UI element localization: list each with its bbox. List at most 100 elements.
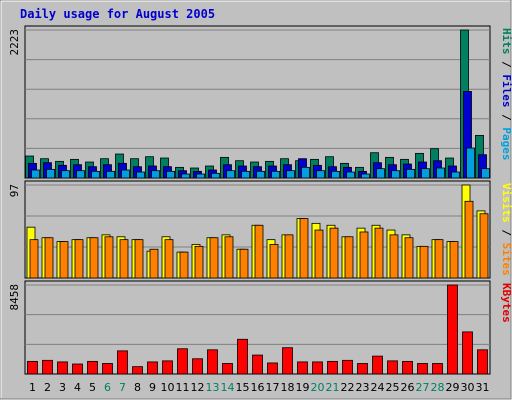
bar-top-pages-day-31: [481, 168, 490, 179]
bar-middle-sites-day-25: [389, 234, 399, 279]
bar-bottom-kbytes-day-14: [222, 363, 233, 375]
panel-top: 2223 Hits / Files / Pages: [8, 25, 512, 179]
bar-top-pages-day-10: [166, 170, 175, 179]
bar-top-pages-day-29: [451, 171, 460, 179]
bar-bottom-kbytes-day-2: [42, 359, 53, 375]
bar-middle-sites-day-30: [464, 200, 474, 279]
bar-top-pages-day-23: [361, 173, 370, 179]
x-tick-label-day-7: 7: [119, 381, 126, 394]
bar-bottom-kbytes-day-28: [432, 363, 443, 375]
bar-top-pages-day-11: [181, 173, 190, 179]
x-tick-label-day-22: 22: [341, 381, 355, 394]
bar-middle-sites-day-16: [254, 224, 264, 279]
bar-top-pages-day-21: [331, 170, 340, 179]
bar-bottom-kbytes-day-5: [87, 360, 98, 375]
bar-top-pages-day-17: [271, 170, 280, 179]
bar-middle-sites-day-6: [104, 236, 114, 279]
bar-bottom-kbytes-day-26: [402, 360, 413, 375]
x-tick-label-day-15: 15: [236, 381, 250, 394]
panel-bottom-legend: KBytes: [500, 283, 512, 323]
panel-top-plot-area: [24, 25, 491, 179]
x-tick-label-day-1: 1: [29, 381, 36, 394]
bar-middle-sites-day-2: [44, 237, 54, 279]
bar-top-pages-day-1: [31, 169, 40, 179]
x-tick-label-day-16: 16: [251, 381, 265, 394]
x-tick-label-day-12: 12: [191, 381, 205, 394]
x-tick-label-day-26: 26: [401, 381, 415, 394]
bar-bottom-kbytes-day-3: [57, 361, 68, 375]
bar-middle-sites-day-5: [89, 237, 99, 279]
bar-middle-sites-day-22: [344, 236, 354, 279]
bar-bottom-kbytes-day-6: [102, 363, 113, 375]
bar-bottom-kbytes-day-17: [267, 362, 278, 375]
x-tick-label-day-23: 23: [356, 381, 370, 394]
bar-top-pages-day-18: [286, 170, 295, 179]
x-tick-label-day-31: 31: [476, 381, 490, 394]
bar-middle-sites-day-15: [239, 248, 249, 279]
bar-bottom-kbytes-day-23: [357, 363, 368, 375]
legend-entry-files: Files: [500, 74, 512, 107]
bar-top-pages-day-15: [241, 170, 250, 179]
bar-middle-sites-day-31: [479, 213, 489, 279]
bar-middle-sites-day-28: [434, 239, 444, 279]
bar-bottom-kbytes-day-4: [72, 363, 83, 375]
x-tick-label-day-28: 28: [431, 381, 445, 394]
bar-bottom-kbytes-day-7: [117, 350, 128, 375]
x-tick-label-day-6: 6: [104, 381, 111, 394]
x-tick-label-day-17: 17: [266, 381, 280, 394]
bar-middle-sites-day-8: [134, 239, 144, 279]
bar-top-pages-day-2: [46, 168, 55, 179]
x-tick-label-day-20: 20: [311, 381, 325, 394]
bar-top-pages-day-16: [256, 170, 265, 179]
panel-middle: 97 Visits / Sites: [8, 180, 512, 279]
bar-bottom-kbytes-day-18: [282, 347, 293, 375]
bar-bottom-kbytes-day-30: [462, 331, 473, 375]
bar-middle-sites-day-4: [74, 239, 84, 279]
x-tick-label-day-8: 8: [134, 381, 141, 394]
bar-middle-sites-day-19: [299, 218, 309, 279]
bar-middle-sites-day-9: [149, 248, 159, 279]
legend-entry-hits: Hits: [500, 28, 512, 55]
x-tick-label-day-11: 11: [176, 381, 190, 394]
bar-bottom-kbytes-day-19: [297, 361, 308, 375]
bar-top-pages-day-14: [226, 170, 235, 179]
bar-top-pages-day-8: [136, 171, 145, 179]
bar-bottom-kbytes-day-29: [447, 284, 458, 375]
bar-bottom-kbytes-day-27: [417, 363, 428, 375]
x-tick-label-day-2: 2: [44, 381, 51, 394]
bar-middle-sites-day-26: [404, 237, 414, 279]
x-tick-label-day-19: 19: [296, 381, 310, 394]
legend-entry-visits: Visits: [500, 183, 512, 223]
bar-bottom-kbytes-day-9: [147, 361, 158, 375]
bar-middle-sites-day-12: [194, 245, 204, 279]
bar-middle-sites-day-27: [419, 245, 429, 279]
bar-middle-sites-day-1: [29, 239, 39, 279]
bar-top-pages-day-19: [301, 166, 310, 179]
bar-bottom-kbytes-day-1: [27, 360, 38, 375]
bar-middle-sites-day-20: [314, 229, 324, 279]
bar-top-pages-day-7: [121, 169, 130, 179]
bar-top-pages-day-4: [76, 170, 85, 179]
chart-title: Daily usage for August 2005: [20, 7, 215, 21]
legend-entry-sites: Sites: [500, 243, 512, 276]
x-axis-labels: 1 2 3 4 5 6 7 8 9 10 11 12 13 14 15 16 17 18 19 20 21 22 23 24 2…: [29, 381, 490, 394]
legend-entry-pages: Pages: [500, 127, 512, 160]
bar-top-pages-day-12: [196, 173, 205, 179]
bar-bottom-kbytes-day-25: [387, 360, 398, 375]
bar-top-pages-day-27: [421, 168, 430, 179]
bar-bottom-kbytes-day-22: [342, 359, 353, 375]
x-tick-label-day-5: 5: [89, 381, 96, 394]
bar-top-pages-day-9: [151, 170, 160, 179]
x-tick-label-day-4: 4: [74, 381, 81, 394]
panel-bottom: 8458 KBytes: [8, 280, 512, 375]
x-tick-label-day-9: 9: [149, 381, 156, 394]
bar-bottom-kbytes-day-8: [132, 366, 143, 375]
panels-layer: 2223 Hits / Files / Pages 97 Visits / Sites…: [8, 25, 512, 375]
bar-middle-sites-day-23: [359, 231, 369, 279]
bar-middle-sites-day-7: [119, 239, 129, 279]
bar-middle-sites-day-24: [374, 227, 384, 279]
legend-separator: /: [500, 223, 512, 243]
bar-top-pages-day-30: [466, 147, 475, 179]
